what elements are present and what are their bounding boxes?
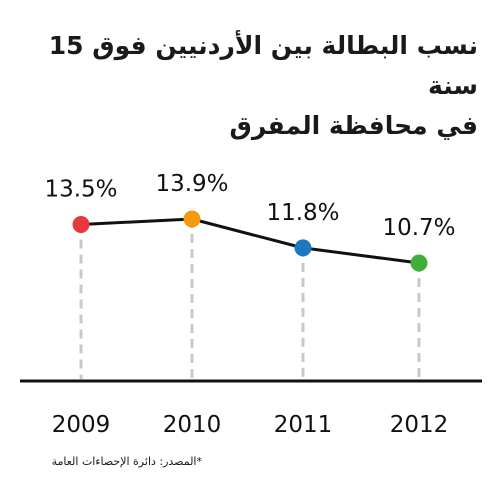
x-tick-label-2010: 2010 bbox=[163, 412, 222, 438]
value-label-2011: 11.8% bbox=[266, 200, 339, 226]
chart-title-line-1: نسب البطالة بين الأردنيين فوق 15 سنة bbox=[48, 31, 478, 100]
x-tick-label-2009: 2009 bbox=[52, 412, 111, 438]
drop-lines bbox=[79, 219, 421, 379]
x-tick-label-2012: 2012 bbox=[390, 412, 449, 438]
x-tick-labels: 2009 2010 2011 2012 bbox=[52, 412, 449, 438]
data-point-2009 bbox=[72, 216, 90, 233]
chart-title-line-2: في محافظة المفرق bbox=[229, 111, 478, 140]
chart-title: نسب البطالة بين الأردنيين فوق 15 سنة في … bbox=[8, 26, 478, 146]
value-labels: 13.5% 13.9% 11.8% 10.7% bbox=[44, 171, 455, 241]
value-label-2010: 13.9% bbox=[155, 171, 228, 197]
data-point-2012 bbox=[410, 254, 428, 272]
value-label-2009: 13.5% bbox=[44, 177, 117, 203]
series-line bbox=[80, 217, 420, 265]
value-label-2012: 10.7% bbox=[382, 215, 455, 241]
x-tick-label-2011: 2011 bbox=[274, 412, 333, 438]
data-point-2011 bbox=[294, 239, 312, 257]
data-point-2010 bbox=[183, 210, 201, 228]
data-points bbox=[72, 210, 428, 272]
source-note: *المصدر: دائرة الإحصاءات العامة bbox=[51, 455, 202, 468]
